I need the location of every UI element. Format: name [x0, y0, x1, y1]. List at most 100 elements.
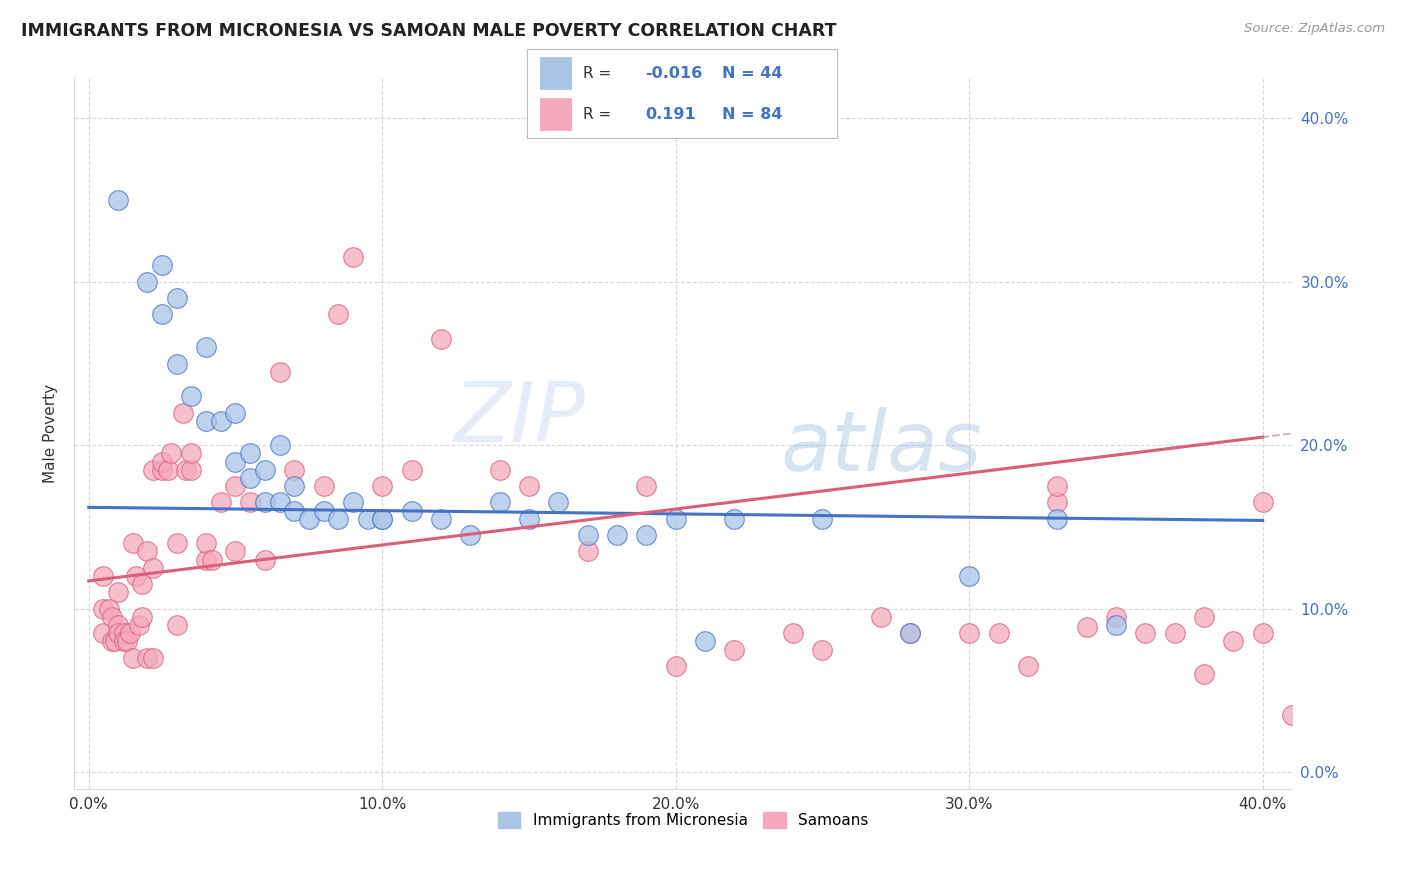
Point	[142, 561, 165, 575]
Point	[1310, 708, 1333, 723]
Point	[1192, 610, 1215, 624]
Point	[121, 536, 143, 550]
Point	[269, 438, 291, 452]
Point	[180, 446, 202, 460]
Point	[723, 512, 745, 526]
Point	[636, 528, 658, 542]
Point	[253, 463, 276, 477]
Point	[142, 463, 165, 477]
Point	[430, 332, 453, 346]
Point	[131, 577, 153, 591]
Text: N = 84: N = 84	[723, 107, 783, 121]
Point	[150, 308, 173, 322]
Point	[136, 275, 159, 289]
Text: atlas: atlas	[780, 407, 983, 488]
Point	[811, 512, 834, 526]
Point	[547, 495, 569, 509]
Point	[430, 512, 453, 526]
Point	[224, 544, 246, 558]
Point	[93, 601, 115, 615]
Point	[107, 626, 129, 640]
Point	[606, 528, 628, 542]
Point	[150, 259, 173, 273]
Point	[209, 495, 232, 509]
Point	[224, 405, 246, 419]
Point	[636, 479, 658, 493]
Point	[131, 610, 153, 624]
Point	[693, 634, 716, 648]
Point	[101, 634, 124, 648]
Point	[1017, 659, 1039, 673]
Text: R =: R =	[583, 66, 612, 80]
Point	[93, 569, 115, 583]
Text: N = 44: N = 44	[723, 66, 783, 80]
Point	[1251, 495, 1274, 509]
Point	[1046, 495, 1069, 509]
Point	[488, 495, 510, 509]
Point	[1163, 626, 1185, 640]
Point	[283, 479, 305, 493]
Point	[224, 454, 246, 468]
Point	[115, 634, 138, 648]
Point	[180, 463, 202, 477]
Point	[160, 446, 183, 460]
Point	[665, 512, 688, 526]
Point	[239, 471, 262, 485]
Point	[371, 512, 394, 526]
Point	[166, 618, 188, 632]
Text: ZIP: ZIP	[454, 378, 586, 459]
Point	[312, 503, 335, 517]
Point	[488, 463, 510, 477]
Point	[253, 552, 276, 566]
Point	[328, 512, 350, 526]
Point	[312, 479, 335, 493]
Point	[195, 340, 218, 354]
Point	[371, 479, 394, 493]
Point	[224, 479, 246, 493]
Point	[150, 454, 173, 468]
Point	[811, 642, 834, 657]
Text: 0.191: 0.191	[645, 107, 696, 121]
Point	[156, 463, 179, 477]
Bar	[540, 57, 571, 89]
Point	[166, 291, 188, 305]
Point	[142, 650, 165, 665]
Point	[112, 626, 135, 640]
Point	[900, 626, 922, 640]
Point	[356, 512, 378, 526]
Point	[342, 250, 364, 264]
Point	[401, 463, 423, 477]
Point	[576, 528, 599, 542]
Point	[1369, 708, 1392, 723]
Point	[195, 536, 218, 550]
Bar	[540, 98, 571, 130]
Point	[371, 512, 394, 526]
Point	[112, 634, 135, 648]
Point	[298, 512, 321, 526]
Point	[107, 193, 129, 207]
Point	[1135, 626, 1157, 640]
Point	[458, 528, 481, 542]
Point	[174, 463, 197, 477]
Point	[150, 463, 173, 477]
Point	[1046, 479, 1069, 493]
Text: -0.016: -0.016	[645, 66, 702, 80]
Point	[283, 503, 305, 517]
Point	[166, 536, 188, 550]
Y-axis label: Male Poverty: Male Poverty	[44, 384, 58, 483]
Point	[172, 405, 194, 419]
Point	[401, 503, 423, 517]
Point	[136, 544, 159, 558]
Point	[1105, 610, 1128, 624]
Point	[1105, 618, 1128, 632]
Point	[782, 626, 804, 640]
Point	[201, 552, 224, 566]
Point	[342, 495, 364, 509]
Point	[107, 585, 129, 599]
Point	[576, 544, 599, 558]
Point	[1281, 708, 1303, 723]
Point	[957, 626, 980, 640]
Point	[269, 495, 291, 509]
Point	[136, 650, 159, 665]
Point	[870, 610, 893, 624]
